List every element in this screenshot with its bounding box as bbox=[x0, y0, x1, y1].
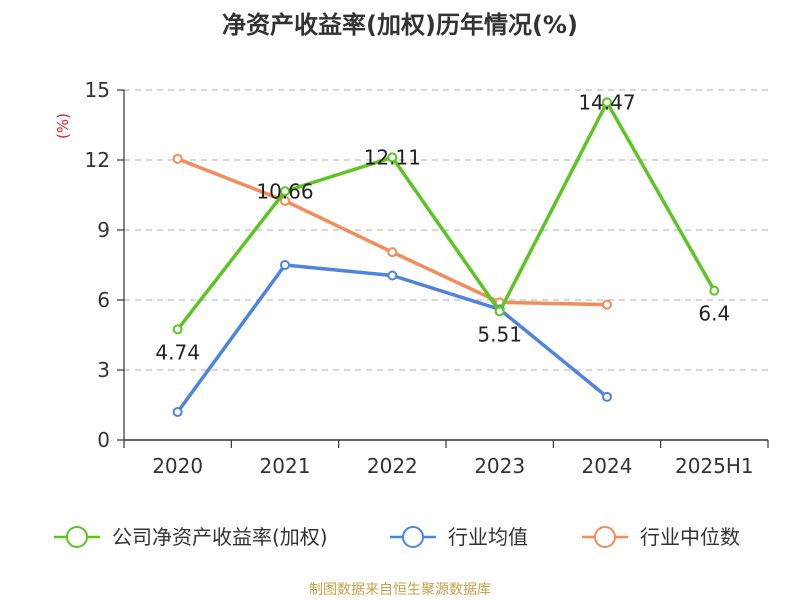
data-labels: 4.74 10.66 12.11 5.51 14.47 6.4 bbox=[155, 90, 730, 364]
data-point bbox=[172, 407, 183, 417]
x-axis: 2020 2021 2022 2023 2024 2025H1 bbox=[123, 439, 769, 478]
data-source-note: 制图数据来自恒生聚源数据库 bbox=[309, 582, 491, 598]
data-point bbox=[494, 306, 505, 317]
y-tick-label: 3 bbox=[97, 358, 110, 382]
series-line bbox=[176, 100, 716, 331]
data-label: 6.4 bbox=[698, 302, 730, 326]
legend-label: 公司净资产收益率(加权) bbox=[112, 525, 328, 549]
data-point bbox=[709, 285, 720, 296]
data-point bbox=[280, 186, 290, 197]
series-layer bbox=[172, 97, 720, 417]
y-tick-label: 6 bbox=[97, 288, 110, 312]
data-label: 5.51 bbox=[477, 322, 522, 346]
x-tick-label: 2023 bbox=[474, 454, 525, 478]
legend-item: 行业中位数 bbox=[582, 525, 740, 549]
x-tick-label: 2022 bbox=[367, 454, 418, 478]
data-point bbox=[387, 247, 398, 258]
legend-marker bbox=[402, 526, 424, 548]
legend: 公司净资产收益率(加权) 行业均值 行业中位数 bbox=[54, 525, 740, 549]
legend-marker bbox=[594, 526, 616, 548]
chart-title: 净资产收益率(加权)历年情况(%) bbox=[222, 11, 578, 39]
data-point bbox=[280, 260, 290, 270]
series-2 bbox=[172, 153, 612, 310]
y-tick-label: 15 bbox=[85, 78, 110, 102]
data-point bbox=[280, 195, 290, 206]
data-label: 10.66 bbox=[256, 179, 313, 203]
series-line bbox=[177, 157, 608, 307]
data-label: 4.74 bbox=[155, 340, 200, 364]
series-1 bbox=[172, 260, 612, 417]
data-point bbox=[387, 270, 398, 281]
y-axis-unit-label: (%) bbox=[54, 113, 72, 139]
x-tick-label: 2024 bbox=[582, 454, 633, 478]
data-point bbox=[602, 97, 612, 108]
y-tick-label: 12 bbox=[85, 148, 110, 172]
legend-item: 行业均值 bbox=[390, 525, 528, 549]
legend-item: 公司净资产收益率(加权) bbox=[54, 525, 328, 549]
y-tick-label: 0 bbox=[97, 428, 110, 452]
series-0 bbox=[172, 97, 720, 335]
x-tick-label: 2021 bbox=[260, 454, 311, 478]
y-axis-ticks: 0 3 6 9 12 15 bbox=[85, 78, 125, 452]
data-point bbox=[172, 324, 183, 335]
x-tick-label: 2025H1 bbox=[675, 454, 754, 478]
data-point bbox=[602, 391, 612, 402]
data-point bbox=[387, 152, 398, 163]
y-tick-label: 9 bbox=[97, 218, 110, 242]
data-point bbox=[602, 299, 612, 310]
grid-lines bbox=[124, 89, 768, 371]
legend-label: 行业中位数 bbox=[640, 525, 740, 549]
series-line bbox=[176, 263, 609, 414]
data-label: 12.11 bbox=[364, 145, 421, 169]
data-label: 14.47 bbox=[578, 90, 635, 114]
data-point bbox=[172, 153, 183, 164]
legend-marker bbox=[66, 526, 88, 548]
x-tick-label: 2020 bbox=[152, 454, 203, 478]
legend-label: 行业均值 bbox=[448, 525, 528, 549]
